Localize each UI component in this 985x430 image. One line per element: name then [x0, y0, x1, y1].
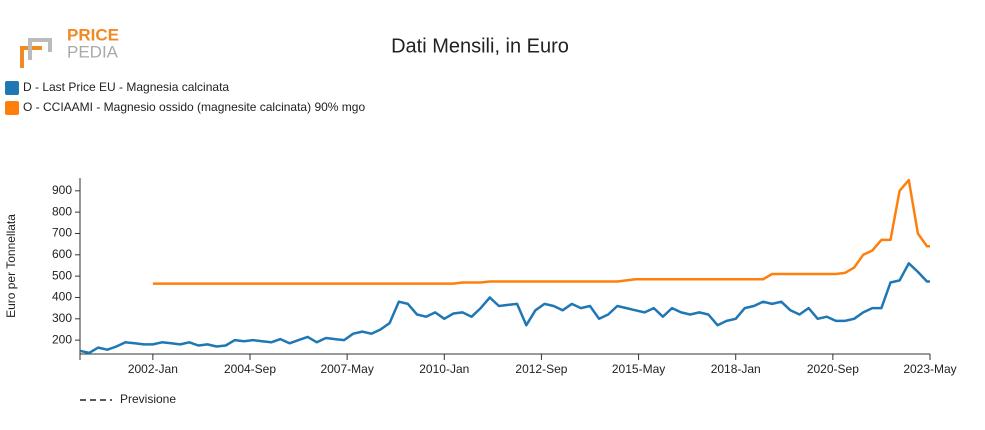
- x-tick-label: 2015-May: [612, 362, 665, 376]
- y-tick-label: 300: [52, 311, 72, 325]
- y-tick-label: 600: [52, 247, 72, 261]
- y-tick-label: 400: [52, 290, 72, 304]
- x-tick-label: 2012-Sep: [515, 362, 567, 376]
- logo: PRICE PEDIA: [20, 25, 119, 68]
- x-tick-label: 2007-May: [320, 362, 373, 376]
- x-tick-label: 2002-Jan: [128, 362, 178, 376]
- y-axis-label: Euro per Tonnellata: [4, 214, 18, 318]
- legend-label: O - CCIAAMI - Magnesio ossido (magnesite…: [23, 100, 365, 114]
- y-tick-label: 900: [52, 183, 72, 197]
- logo-text: PRICE: [67, 25, 119, 44]
- chart-title: Dati Mensili, in Euro: [391, 35, 569, 57]
- y-tick-label: 200: [52, 332, 72, 346]
- y-tick-label: 700: [52, 226, 72, 240]
- forecast-legend-label: Previsione: [120, 392, 176, 406]
- x-tick-label: 2004-Sep: [224, 362, 276, 376]
- series-line: [79, 262, 930, 355]
- x-tick-label: 2023-May: [903, 362, 956, 376]
- legend-swatch: [5, 81, 19, 95]
- logo-mark: [20, 46, 42, 68]
- y-tick-label: 500: [52, 268, 72, 282]
- x-tick-label: 2010-Jan: [419, 362, 469, 376]
- series-line: [152, 178, 930, 285]
- logo-mark: [28, 38, 52, 60]
- legend-label: D - Last Price EU - Magnesia calcinata: [23, 80, 229, 94]
- legend-swatch: [5, 101, 19, 115]
- x-tick-label: 2018-Jan: [711, 362, 761, 376]
- x-tick-label: 2020-Sep: [807, 362, 859, 376]
- logo-text: PEDIA: [67, 42, 119, 61]
- y-tick-label: 800: [52, 204, 72, 218]
